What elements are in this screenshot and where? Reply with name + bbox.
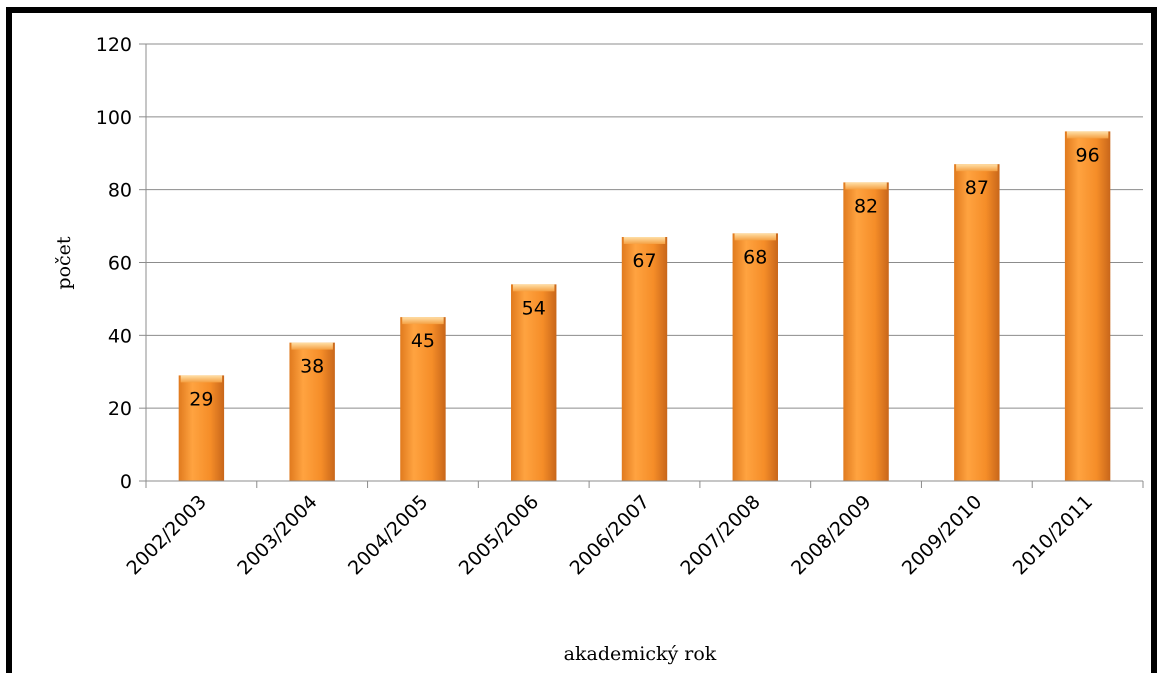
labels: 0 20 40 60 80 100 120 29 2002/2003 38 2003/2004 45 2… bbox=[96, 34, 1100, 579]
bar bbox=[732, 233, 778, 481]
bar-highlight bbox=[291, 342, 333, 350]
y-tick-label: 120 bbox=[96, 34, 132, 56]
x-axis-title: akademický rok bbox=[564, 643, 717, 665]
bar-highlight bbox=[845, 182, 887, 190]
x-tick-label: 2006/2007 bbox=[566, 491, 654, 579]
y-tick-label: 60 bbox=[108, 253, 132, 275]
bar-group bbox=[621, 237, 668, 481]
data-label: 96 bbox=[1076, 144, 1100, 166]
bar-highlight bbox=[402, 317, 444, 325]
bar-group bbox=[178, 375, 225, 481]
data-label: 38 bbox=[300, 356, 324, 378]
bars bbox=[178, 131, 1111, 482]
bar-highlight bbox=[1066, 131, 1109, 139]
data-label: 82 bbox=[854, 195, 878, 217]
bar-highlight bbox=[734, 233, 776, 241]
bar-highlight bbox=[956, 164, 998, 172]
bar-group bbox=[843, 182, 889, 481]
bar bbox=[178, 375, 225, 481]
bar bbox=[1064, 131, 1111, 481]
bar bbox=[400, 317, 446, 481]
y-axis-title: počet bbox=[53, 236, 75, 289]
x-tick-label: 2002/2003 bbox=[122, 491, 210, 579]
axes bbox=[139, 43, 1144, 488]
bar-group bbox=[954, 164, 1000, 482]
bar-highlight bbox=[180, 375, 223, 383]
x-tick-label: 2008/2009 bbox=[787, 491, 875, 579]
x-tick-label: 2007/2008 bbox=[676, 491, 764, 579]
y-tick-label: 100 bbox=[96, 107, 132, 129]
bar bbox=[843, 182, 889, 481]
bar bbox=[621, 237, 668, 481]
x-tick-label: 2010/2011 bbox=[1009, 491, 1097, 579]
bar-highlight bbox=[623, 237, 666, 245]
bar-group bbox=[400, 317, 446, 481]
bar-group bbox=[732, 233, 778, 481]
y-tick-label: 20 bbox=[108, 398, 132, 420]
data-label: 45 bbox=[411, 330, 435, 352]
chart-frame bbox=[6, 7, 1157, 673]
bar-group bbox=[289, 342, 335, 481]
data-label: 29 bbox=[189, 388, 213, 410]
data-label: 67 bbox=[632, 250, 656, 272]
x-tick-label: 2003/2004 bbox=[233, 491, 321, 579]
data-label: 54 bbox=[522, 297, 546, 319]
x-tick-label: 2004/2005 bbox=[344, 491, 432, 579]
x-tick-label: 2009/2010 bbox=[898, 491, 986, 579]
y-tick-label: 40 bbox=[108, 325, 132, 347]
bar bbox=[954, 164, 1000, 482]
bar bbox=[511, 284, 557, 481]
bar bbox=[289, 342, 335, 481]
data-label: 68 bbox=[743, 246, 767, 268]
bar-group bbox=[511, 284, 557, 481]
bar-group bbox=[1064, 131, 1111, 481]
bar-highlight bbox=[513, 284, 555, 292]
data-label: 87 bbox=[965, 177, 989, 199]
x-tick-label: 2005/2006 bbox=[455, 491, 543, 579]
y-tick-label: 80 bbox=[108, 180, 132, 202]
y-tick-label: 0 bbox=[120, 471, 132, 493]
